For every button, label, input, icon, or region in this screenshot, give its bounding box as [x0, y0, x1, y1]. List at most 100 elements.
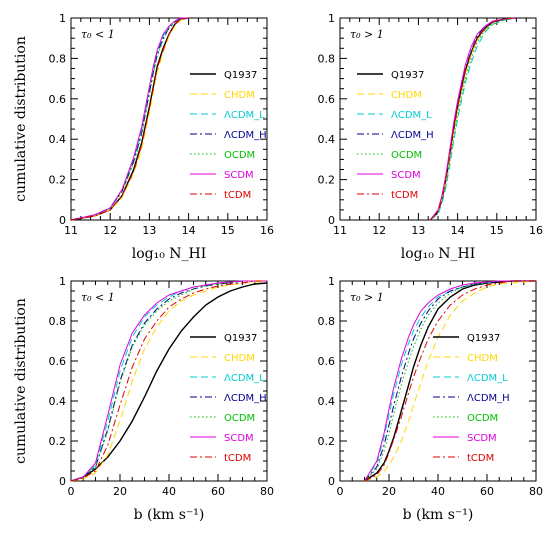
legend-entry-6: tCDM	[224, 190, 251, 201]
series-line-0	[70, 282, 268, 482]
legend-entry-3: ΛCDM_H	[391, 130, 434, 141]
x-tick-label: 0	[68, 485, 75, 498]
x-axis-label: log₁₀ N_HI	[401, 246, 476, 262]
legend-entry-5: SCDM	[467, 433, 497, 444]
legend-entry-6: tCDM	[224, 453, 251, 464]
series-line-4	[364, 280, 536, 482]
series-line-3	[70, 17, 189, 221]
legend: Q1937 CHDM ΛCDM_L ΛCDM_H OCDM SCDM tCDM	[190, 333, 267, 464]
x-tick-label: 13	[142, 224, 156, 237]
plot-frame	[339, 17, 537, 221]
series-line-2	[70, 17, 189, 221]
legend-entry-1: CHDM	[224, 353, 255, 364]
legend-entry-3: ΛCDM_H	[467, 393, 510, 404]
y-tick-label: 0.8	[49, 315, 67, 328]
y-tick-label: 0.4	[49, 133, 67, 146]
series-line-3	[364, 280, 536, 482]
y-tick-label: 0.2	[318, 174, 336, 187]
legend-entry-3: ΛCDM_H	[224, 130, 267, 141]
y-tick-label: 1	[59, 275, 66, 288]
x-tick-label: 40	[431, 485, 445, 498]
series-line-1	[429, 17, 517, 221]
x-tick-label: 16	[529, 224, 543, 237]
x-tick-label: 11	[64, 224, 78, 237]
x-tick-label: 14	[451, 224, 465, 237]
legend: Q1937 CHDM ΛCDM_L ΛCDM_H OCDM SCDM tCDM	[357, 70, 434, 201]
series-line-0	[70, 17, 189, 221]
series-line-6	[429, 17, 517, 221]
x-axis-label: b (km s⁻¹)	[403, 507, 474, 523]
legend-entry-5: SCDM	[391, 170, 421, 181]
legend-entry-4: OCDM	[391, 150, 422, 161]
x-tick-label: 60	[211, 485, 225, 498]
legend: Q1937 CHDM ΛCDM_L ΛCDM_H OCDM SCDM tCDM	[433, 333, 510, 464]
series-line-4	[429, 17, 517, 221]
series-line-1	[70, 17, 189, 221]
y-tick-label: 0	[328, 214, 335, 227]
series-line-5	[429, 17, 517, 221]
x-tick-label: 16	[260, 224, 274, 237]
legend-entry-1: CHDM	[467, 353, 498, 364]
y-axis-label: cumulative distribution	[13, 36, 29, 202]
series-line-1	[364, 280, 537, 482]
x-tick-label: 12	[372, 224, 386, 237]
chart-panel-2: 11 12 13 14 15 16 0 0.2 0.4 0.6 0.8 1 τ₀ > 1 Q1937 CHD…	[318, 12, 544, 262]
y-tick-label: 0.6	[318, 355, 336, 368]
series-line-6	[364, 280, 536, 482]
x-tick-label: 80	[529, 485, 543, 498]
y-tick-label: 0.4	[318, 395, 336, 408]
legend-entry-0: Q1937	[391, 70, 424, 81]
legend-entry-4: OCDM	[224, 150, 255, 161]
condition-label: τ₀ > 1	[350, 28, 384, 41]
legend-entry-3: ΛCDM_H	[224, 393, 267, 404]
x-axis-label: log₁₀ N_HI	[132, 246, 207, 262]
legend-entry-6: tCDM	[467, 453, 494, 464]
series-line-5	[70, 17, 189, 221]
legend-entry-0: Q1937	[224, 333, 257, 344]
y-tick-label: 0.4	[318, 133, 336, 146]
legend-entry-2: ΛCDM_L	[467, 373, 508, 384]
series-line-4	[70, 17, 189, 221]
legend-entry-4: OCDM	[224, 413, 255, 424]
legend-entry-1: CHDM	[224, 90, 255, 101]
y-tick-label: 1	[328, 275, 335, 288]
y-tick-label: 1	[328, 12, 335, 25]
series-line-3	[70, 280, 267, 482]
series-line-5	[70, 280, 267, 482]
legend-entry-5: SCDM	[224, 433, 254, 444]
x-tick-label: 14	[182, 224, 196, 237]
x-tick-label: 0	[337, 485, 344, 498]
legend-entry-6: tCDM	[391, 190, 418, 201]
y-tick-label: 0.2	[49, 435, 67, 448]
legend-entry-0: Q1937	[467, 333, 500, 344]
y-tick-label: 1	[59, 12, 66, 25]
y-tick-label: 0	[328, 475, 335, 488]
chart-panel-1: 11 12 13 14 15 16 0 0.2 0.4 0.6 0.8 1 τ₀ < 1 Q1937 CHD…	[13, 12, 274, 262]
y-tick-label: 0.6	[49, 93, 67, 106]
y-tick-label: 0	[59, 214, 66, 227]
legend-entry-2: ΛCDM_L	[224, 110, 265, 121]
chart-panel-4: 0 20 40 60 80 0 0.2 0.4 0.6 0.8 1 τ₀ > 1 Q1937 CHDM ΛC…	[318, 275, 544, 523]
legend-entry-0: Q1937	[224, 70, 257, 81]
series-line-2	[429, 17, 517, 221]
y-tick-label: 0.8	[49, 52, 67, 65]
x-tick-label: 13	[411, 224, 425, 237]
series-line-5	[364, 280, 536, 482]
legend-entry-1: CHDM	[391, 90, 422, 101]
y-axis-label: cumulative distribution	[13, 298, 29, 464]
series-line-6	[70, 17, 189, 221]
condition-label: τ₀ < 1	[81, 28, 115, 41]
y-tick-label: 0.2	[49, 174, 67, 187]
x-tick-label: 15	[221, 224, 235, 237]
legend-entry-4: OCDM	[467, 413, 498, 424]
x-tick-label: 60	[480, 485, 494, 498]
x-tick-label: 40	[162, 485, 176, 498]
y-tick-label: 0.6	[318, 93, 336, 106]
series-line-1	[70, 280, 268, 482]
condition-label: τ₀ < 1	[81, 291, 115, 304]
series-line-6	[70, 280, 267, 482]
x-tick-label: 80	[260, 485, 274, 498]
y-tick-label: 0.8	[318, 52, 336, 65]
legend-entry-2: ΛCDM_L	[224, 373, 265, 384]
